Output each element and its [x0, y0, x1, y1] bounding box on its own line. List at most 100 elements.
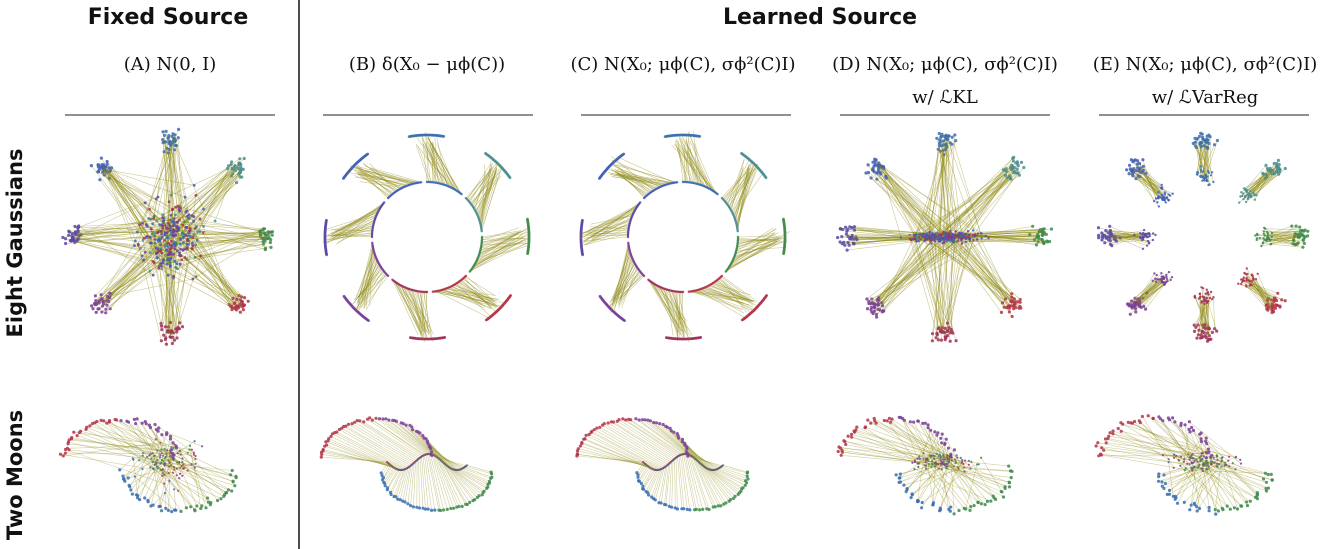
- sample-point: [875, 171, 879, 175]
- sample-point: [716, 193, 719, 196]
- sample-point: [972, 238, 975, 242]
- sample-point: [1202, 144, 1206, 148]
- sample-point: [153, 234, 156, 238]
- sample-point: [1131, 174, 1135, 178]
- transport-link: [102, 171, 160, 242]
- transport-link: [353, 274, 388, 301]
- sample-point: [866, 170, 871, 175]
- transport-link: [612, 259, 633, 302]
- sample-point: [1157, 205, 1161, 208]
- transport-link: [584, 204, 639, 242]
- sample-point: [1262, 232, 1266, 235]
- transport-link: [355, 163, 392, 196]
- transport-link: [425, 137, 440, 184]
- sample-point: [1096, 226, 1101, 230]
- transport-link: [94, 251, 146, 304]
- sample-point: [1209, 290, 1213, 294]
- sample-point: [161, 261, 165, 265]
- transport-link: [943, 160, 1014, 238]
- transport-link: [361, 253, 375, 299]
- transport-link: [181, 259, 236, 308]
- transport-link: [427, 136, 456, 190]
- transport-link: [355, 173, 407, 187]
- column-sublabel-e: w/ ℒVarReg: [1152, 87, 1259, 108]
- transport-link: [685, 140, 706, 187]
- transport-link: [418, 291, 432, 332]
- sample-point: [160, 235, 164, 239]
- sample-point: [844, 225, 848, 229]
- sample-point: [73, 233, 78, 237]
- transport-link: [481, 166, 503, 229]
- panel-gaussians-c: [579, 130, 791, 343]
- sample-point: [141, 238, 145, 242]
- transport-link: [585, 435, 658, 471]
- sample-point: [178, 262, 182, 266]
- transport-link: [481, 237, 526, 242]
- transport-link: [104, 174, 168, 261]
- sample-point: [839, 227, 843, 231]
- sample-point: [957, 239, 960, 242]
- sample-point: [1006, 304, 1010, 308]
- sample-point: [93, 294, 97, 298]
- transport-link: [610, 174, 667, 185]
- sample-point: [169, 193, 173, 197]
- transport-link: [469, 237, 527, 272]
- transport-link: [479, 237, 519, 252]
- transport-link: [700, 288, 745, 314]
- sample-point: [468, 500, 472, 504]
- transport-link: [157, 238, 268, 253]
- transport-link: [692, 290, 754, 301]
- transport-link: [479, 227, 528, 254]
- transport-link: [581, 231, 629, 244]
- transport-link: [687, 151, 700, 185]
- sample-point: [1262, 237, 1265, 240]
- sample-point: [1247, 279, 1250, 282]
- transport-link: [737, 235, 780, 248]
- sample-point: [89, 164, 93, 168]
- transport-link: [467, 163, 491, 200]
- transport-link: [74, 223, 143, 227]
- transport-link: [361, 272, 386, 308]
- sample-point: [526, 252, 529, 256]
- sample-point: [123, 479, 127, 483]
- sample-point: [1200, 300, 1204, 303]
- transport-link: [76, 221, 175, 242]
- sample-point: [64, 237, 68, 241]
- transport-link: [150, 169, 242, 254]
- transport-link: [723, 167, 751, 201]
- sample-point: [168, 139, 172, 143]
- sample-point: [411, 505, 415, 509]
- sample-point: [166, 136, 170, 140]
- transport-link: [425, 131, 431, 183]
- transport-link: [324, 212, 378, 231]
- transport-link: [736, 168, 755, 225]
- sample-point: [482, 489, 486, 493]
- transport-link: [404, 287, 425, 332]
- transport-link: [611, 256, 633, 306]
- transport-link: [471, 233, 524, 270]
- sample-point: [178, 472, 182, 475]
- sample-point: [148, 454, 151, 457]
- transport-link: [675, 138, 688, 183]
- sample-point: [148, 251, 152, 255]
- transport-link: [358, 173, 390, 198]
- sample-point: [403, 500, 407, 504]
- sample-point: [73, 224, 77, 229]
- transport-link: [422, 137, 442, 185]
- transport-link: [346, 171, 410, 186]
- transport-link: [153, 135, 170, 217]
- sample-point: [1144, 307, 1148, 311]
- transport-link: [668, 289, 687, 329]
- transport-link: [408, 288, 428, 337]
- sample-point: [836, 235, 840, 240]
- transport-link: [356, 252, 375, 311]
- transport-link: [617, 243, 629, 299]
- sample-point: [1193, 295, 1196, 299]
- sample-point: [954, 230, 957, 233]
- sample-point: [164, 432, 169, 437]
- sample-point: [1195, 336, 1199, 340]
- transport-link: [357, 249, 374, 304]
- sample-point: [1145, 232, 1148, 236]
- panels: [58, 127, 1310, 516]
- sample-point: [63, 451, 67, 455]
